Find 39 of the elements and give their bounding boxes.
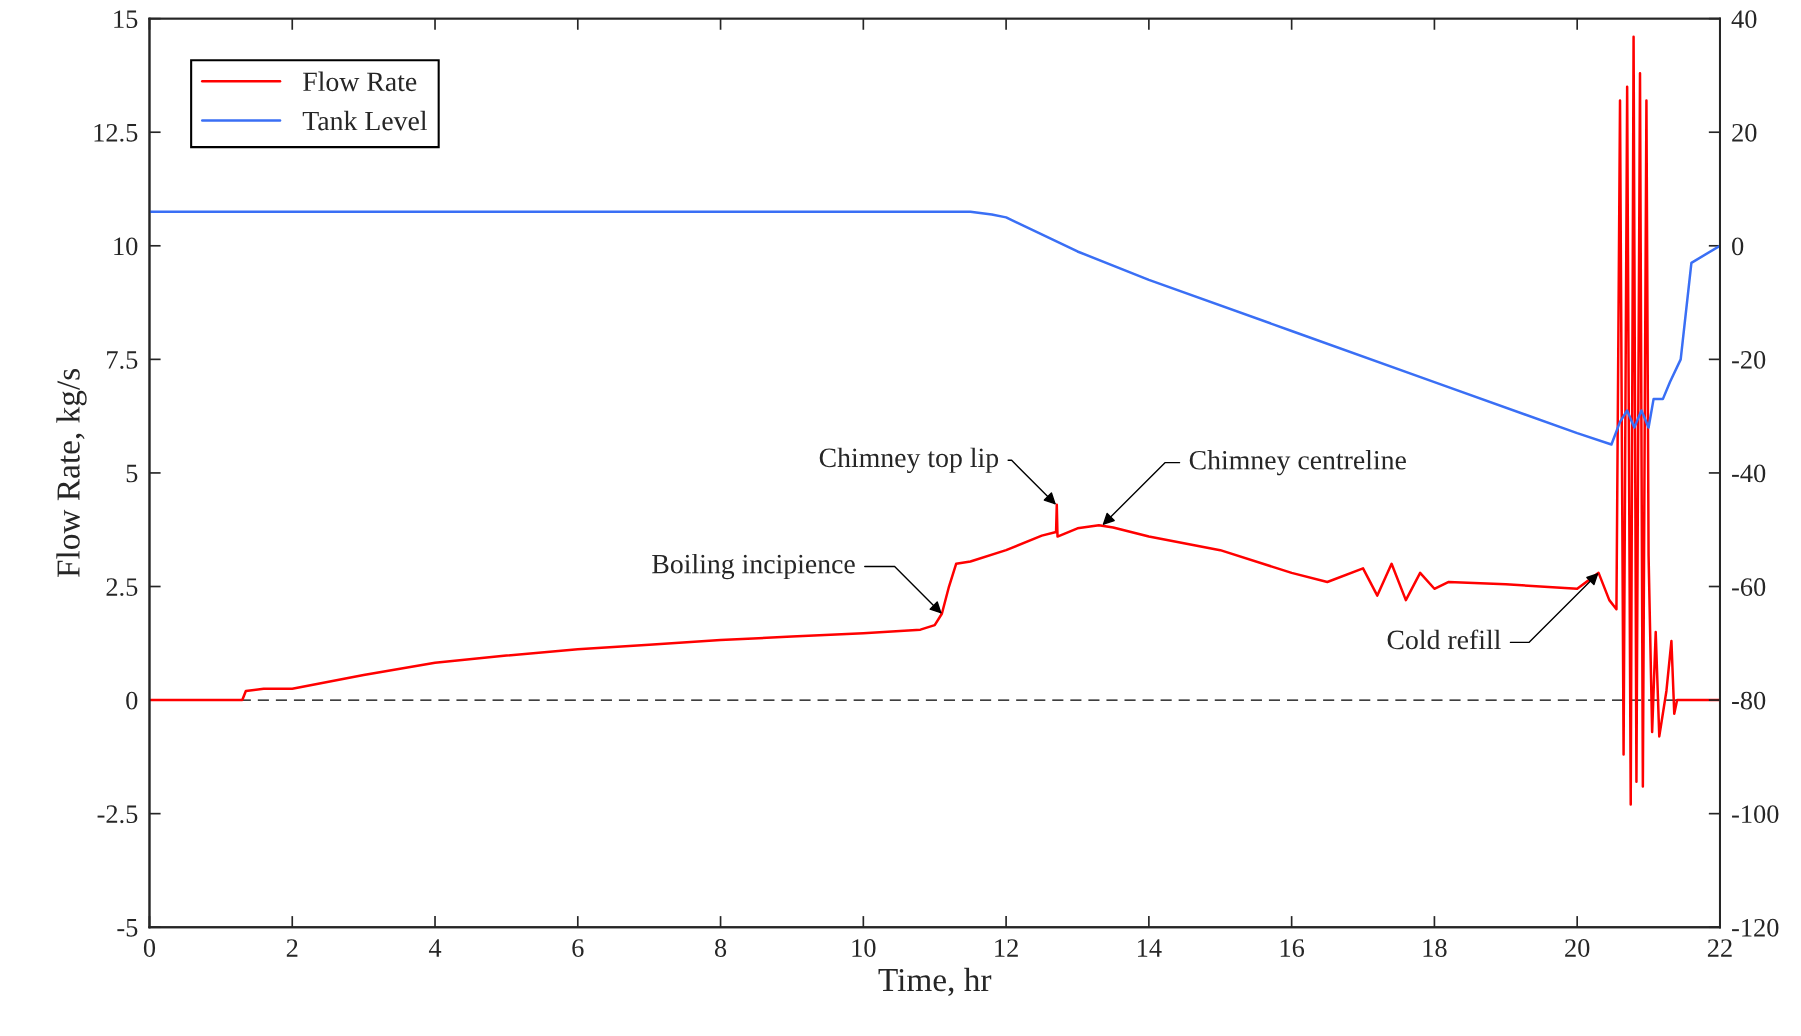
y-tick-label: 15 xyxy=(114,10,138,29)
y-tick-label: 0 xyxy=(126,691,138,710)
y-tick-label: 2.5 xyxy=(106,578,138,597)
annotation: Boiling incipience xyxy=(652,553,855,580)
y2-tick-label: 20 xyxy=(1732,123,1757,142)
y2-tick-label: -80 xyxy=(1732,691,1766,710)
legend-label: Flow Rate xyxy=(303,71,417,92)
y2-tick-label: -40 xyxy=(1732,464,1766,483)
annotation: Cold refill xyxy=(1387,629,1501,650)
y2-tick-label: -20 xyxy=(1732,350,1766,369)
y2-tick-label: 40 xyxy=(1731,10,1757,29)
x-tick-label: 6 xyxy=(572,939,584,957)
x-tick-label: 2 xyxy=(286,939,298,957)
x-tick-label: 10 xyxy=(852,939,876,957)
y-tick-label: 12.5 xyxy=(94,123,138,142)
x-tick-label: 22 xyxy=(1707,939,1732,957)
y2-tick-label: 0 xyxy=(1732,237,1744,256)
annotation: Chimney centreline xyxy=(1189,450,1406,476)
x-axis-title: Time, hr xyxy=(878,967,992,997)
annotation: Chimney top lip xyxy=(819,447,999,473)
x-tick-label: 18 xyxy=(1423,939,1447,957)
y-tick-label: 10 xyxy=(114,237,138,256)
x-tick-label: 8 xyxy=(714,939,727,957)
x-tick-label: 14 xyxy=(1138,939,1162,957)
x-tick-label: 0 xyxy=(143,939,156,957)
y-tick-label: -5 xyxy=(117,919,138,937)
y-axis-title: Flow Rate, kg/s xyxy=(56,369,87,578)
y-tick-label: 7.5 xyxy=(107,351,138,369)
legend-label: Tank Level xyxy=(302,110,428,131)
y2-tick-label: -120 xyxy=(1732,918,1779,937)
y-tick-label: 5 xyxy=(126,464,138,483)
x-tick-label: 16 xyxy=(1280,939,1305,957)
x-tick-label: 20 xyxy=(1565,939,1590,957)
x-tick-label: 4 xyxy=(428,939,442,957)
y2-tick-label: -60 xyxy=(1732,578,1766,596)
line-series xyxy=(149,210,1720,446)
y2-tick-label: -100 xyxy=(1732,805,1779,824)
y-tick-label: -2.5 xyxy=(97,805,138,824)
x-tick-label: 12 xyxy=(995,939,1018,957)
